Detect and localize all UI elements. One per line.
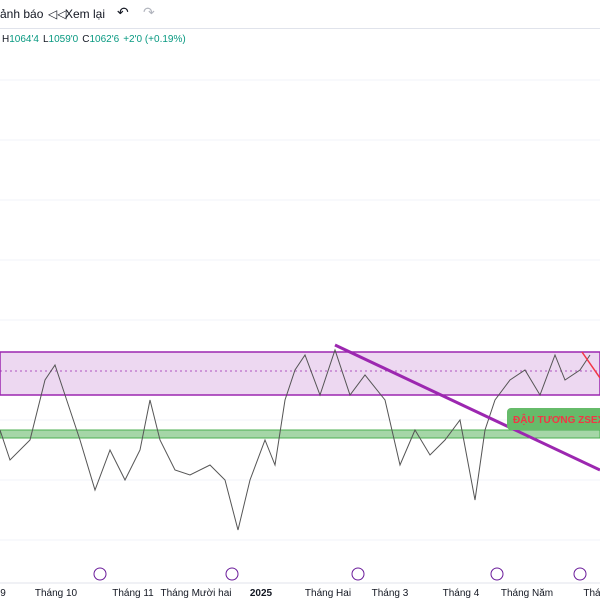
event-icon[interactable]: [490, 567, 504, 581]
replay-icon: ◁◁: [48, 7, 67, 21]
time-label: Tháng 11: [112, 588, 154, 599]
event-icon[interactable]: [351, 567, 365, 581]
event-icons: [93, 567, 587, 581]
time-label: Tháng 4: [443, 588, 480, 599]
redo-button[interactable]: ↷: [143, 4, 155, 20]
undo-button[interactable]: ↶: [117, 4, 129, 20]
ohlc-value: 1062'6: [89, 34, 120, 45]
resistance-zone: [0, 351, 600, 396]
event-icon[interactable]: [93, 567, 107, 581]
support-zone: [0, 429, 600, 439]
event-icon[interactable]: [225, 567, 239, 581]
replay-button[interactable]: Xem lại: [65, 7, 106, 21]
ohlc-label: L: [42, 34, 49, 45]
red-line[interactable]: [581, 351, 600, 379]
drawing-label: ĐẬU TƯƠNG ZSEX2: [513, 413, 600, 426]
time-label: Tháng Hai: [305, 588, 351, 599]
time-label: Thá: [583, 588, 600, 599]
alerts-button[interactable]: ảnh báo: [0, 7, 44, 21]
time-axis: 9 Tháng 10 Tháng 11 Tháng Mười hai 2025 Tháng…: [0, 588, 600, 599]
grid: [0, 79, 600, 541]
ohlc-value: 1064'4: [9, 34, 39, 45]
time-label: Tháng 10: [35, 588, 78, 599]
ohlc-legend: H1064'4 L1059'0 C1062'6 +2'0 (+0.19%): [2, 34, 190, 45]
ohlc-change: +2'0 (+0.19%): [123, 34, 186, 45]
event-icon[interactable]: [573, 567, 587, 581]
ohlc-label: C: [82, 34, 90, 45]
ohlc-label: H: [2, 34, 10, 45]
drawing-label-box[interactable]: [507, 408, 600, 430]
time-label: 9: [0, 588, 6, 599]
toolbar: ảnh báo ◁◁ Xem lại ↶ ↷: [0, 0, 600, 29]
time-label: Tháng Năm: [501, 588, 553, 599]
time-label: Tháng 3: [372, 588, 409, 599]
price-path: [0, 348, 591, 531]
trend-line[interactable]: [334, 343, 600, 472]
time-label: 2025: [250, 588, 273, 599]
ohlc-value: 1059'0: [48, 34, 79, 45]
time-label: Tháng Mười hai: [160, 588, 231, 599]
